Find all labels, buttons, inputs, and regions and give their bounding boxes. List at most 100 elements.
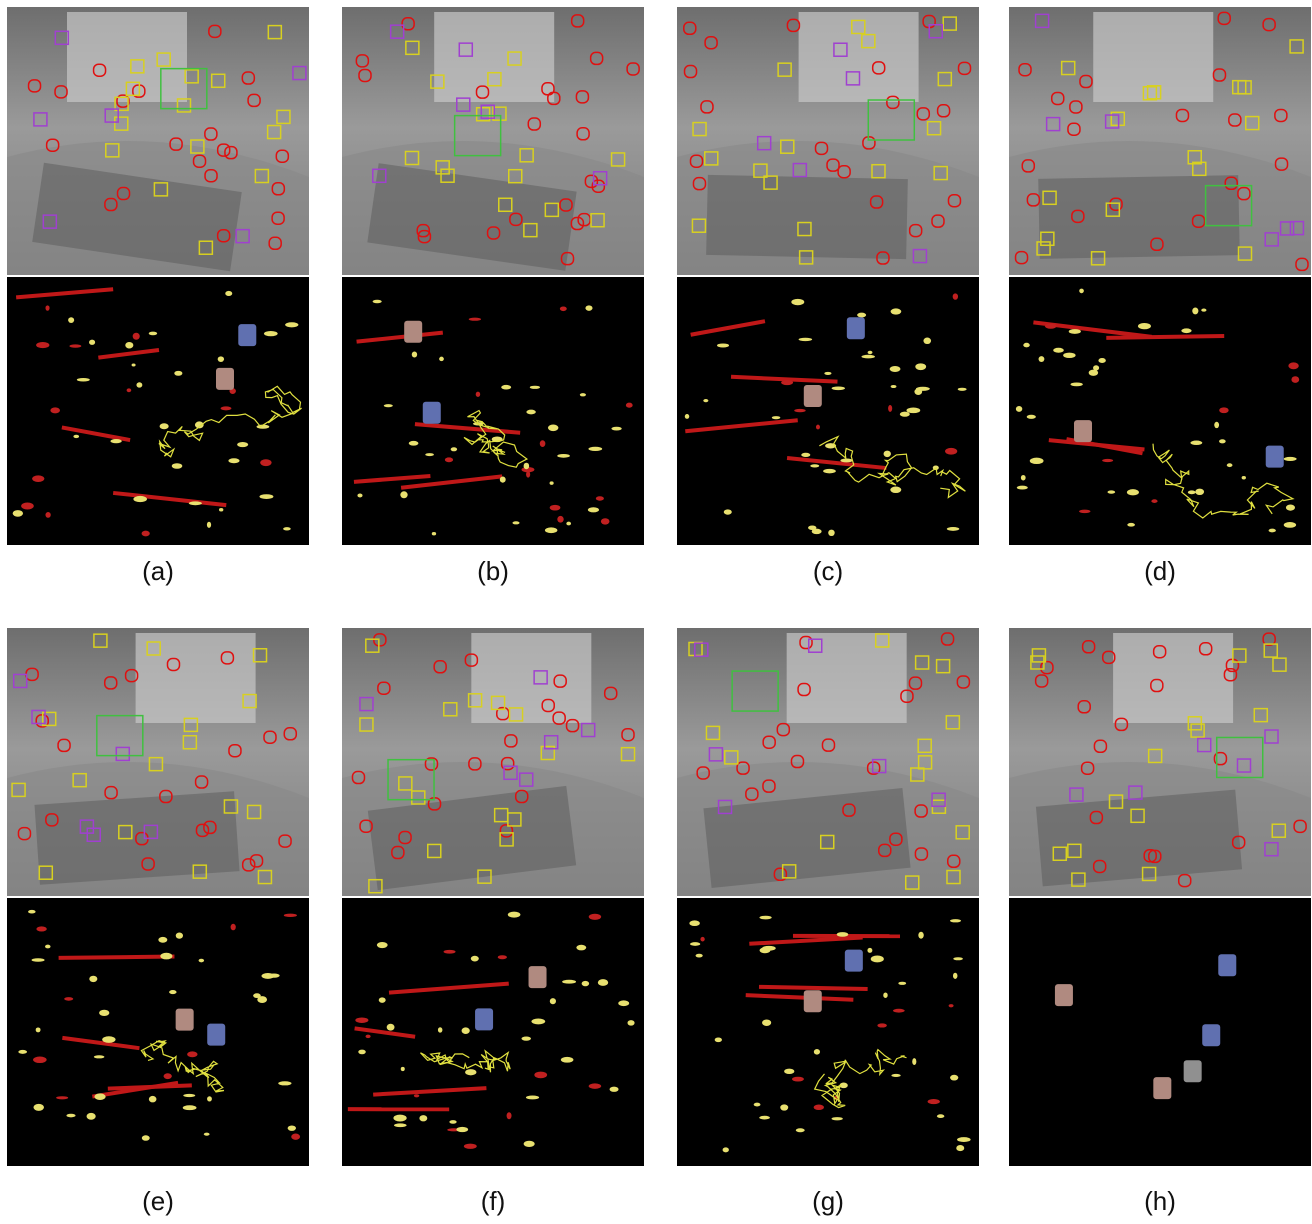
landmark	[526, 410, 535, 415]
landmark	[1286, 504, 1295, 510]
landmark-line	[1106, 336, 1224, 338]
landmark	[1284, 457, 1297, 461]
object-model	[804, 385, 822, 407]
landmark	[837, 932, 849, 937]
object-model	[1074, 420, 1092, 442]
landmark	[284, 914, 297, 917]
object-model	[529, 966, 547, 988]
landmark	[923, 338, 931, 344]
landmark	[545, 527, 557, 533]
landmark	[1214, 422, 1219, 428]
landmark	[928, 1099, 940, 1104]
monitor	[471, 633, 591, 723]
panel-content	[342, 628, 644, 1166]
landmark	[791, 299, 804, 305]
landmark	[32, 475, 44, 482]
landmark	[957, 1137, 971, 1142]
landmark	[759, 1116, 770, 1120]
landmark	[207, 522, 211, 528]
landmark	[261, 973, 274, 979]
landmark	[259, 494, 273, 499]
landmark	[762, 1019, 771, 1025]
landmark	[596, 496, 604, 500]
landmark	[794, 409, 806, 412]
map-view	[677, 277, 979, 545]
landmark	[598, 979, 608, 986]
monitor	[1093, 12, 1213, 102]
object-model	[847, 317, 865, 339]
landmark	[231, 924, 236, 931]
landmark	[883, 992, 887, 997]
panel-content	[7, 7, 309, 545]
landmark	[199, 959, 205, 963]
landmark	[221, 406, 232, 410]
landmark	[1291, 376, 1299, 383]
landmark	[792, 1077, 804, 1082]
panel-label: (c)	[813, 556, 843, 586]
landmark	[915, 363, 926, 370]
landmark	[759, 916, 771, 920]
landmark	[142, 531, 150, 537]
landmark	[956, 1145, 964, 1151]
landmark	[1021, 475, 1026, 480]
landmark	[550, 998, 556, 1004]
object-model	[1202, 1024, 1220, 1046]
landmark	[1219, 439, 1226, 443]
landmark	[1098, 358, 1105, 363]
landmark	[169, 990, 176, 994]
panel-label: (b)	[477, 556, 509, 586]
landmark	[526, 471, 530, 477]
landmark	[754, 1103, 761, 1107]
monitor	[799, 12, 919, 102]
landmark	[1127, 489, 1139, 495]
map-view	[1009, 898, 1311, 1166]
landmark	[1017, 486, 1028, 490]
landmark	[36, 342, 49, 348]
landmark	[524, 463, 530, 470]
landmark	[891, 308, 902, 314]
landmark	[576, 945, 586, 951]
landmark	[445, 457, 453, 462]
panel-label: (e)	[142, 1186, 174, 1216]
landmark	[1269, 529, 1276, 533]
landmark	[953, 293, 958, 299]
monitor	[1113, 633, 1233, 723]
landmark	[64, 997, 73, 1001]
landmark	[462, 1027, 470, 1034]
landmark	[36, 1027, 41, 1032]
landmark	[1027, 415, 1036, 419]
landmark	[557, 454, 570, 458]
landmark	[762, 946, 776, 951]
landmark	[840, 459, 852, 463]
landmark	[828, 530, 835, 536]
landmark	[225, 291, 232, 296]
landmark	[465, 1069, 476, 1075]
object-model	[845, 950, 863, 972]
landmark	[582, 981, 589, 986]
landmark	[888, 405, 892, 412]
landmark	[868, 351, 873, 354]
panel-content	[677, 7, 979, 545]
landmark	[257, 996, 267, 1003]
landmark	[588, 447, 602, 451]
landmark	[724, 509, 732, 514]
landmark	[867, 948, 872, 953]
landmark	[45, 945, 51, 949]
landmark	[540, 440, 546, 447]
landmark	[176, 932, 183, 938]
landmark	[831, 1117, 842, 1120]
landmark	[1227, 463, 1233, 467]
landmark	[373, 300, 382, 303]
landmark	[28, 910, 35, 914]
landmark	[561, 1057, 574, 1063]
object-model	[1266, 446, 1284, 468]
panel: (h)	[1009, 628, 1311, 1216]
landmark	[580, 393, 586, 396]
object-model	[1153, 1077, 1171, 1099]
landmark	[823, 469, 836, 473]
landmark	[1102, 459, 1113, 462]
landmark	[824, 372, 831, 375]
object-model	[804, 990, 822, 1012]
landmark	[110, 439, 121, 443]
keyboard	[1038, 175, 1239, 259]
